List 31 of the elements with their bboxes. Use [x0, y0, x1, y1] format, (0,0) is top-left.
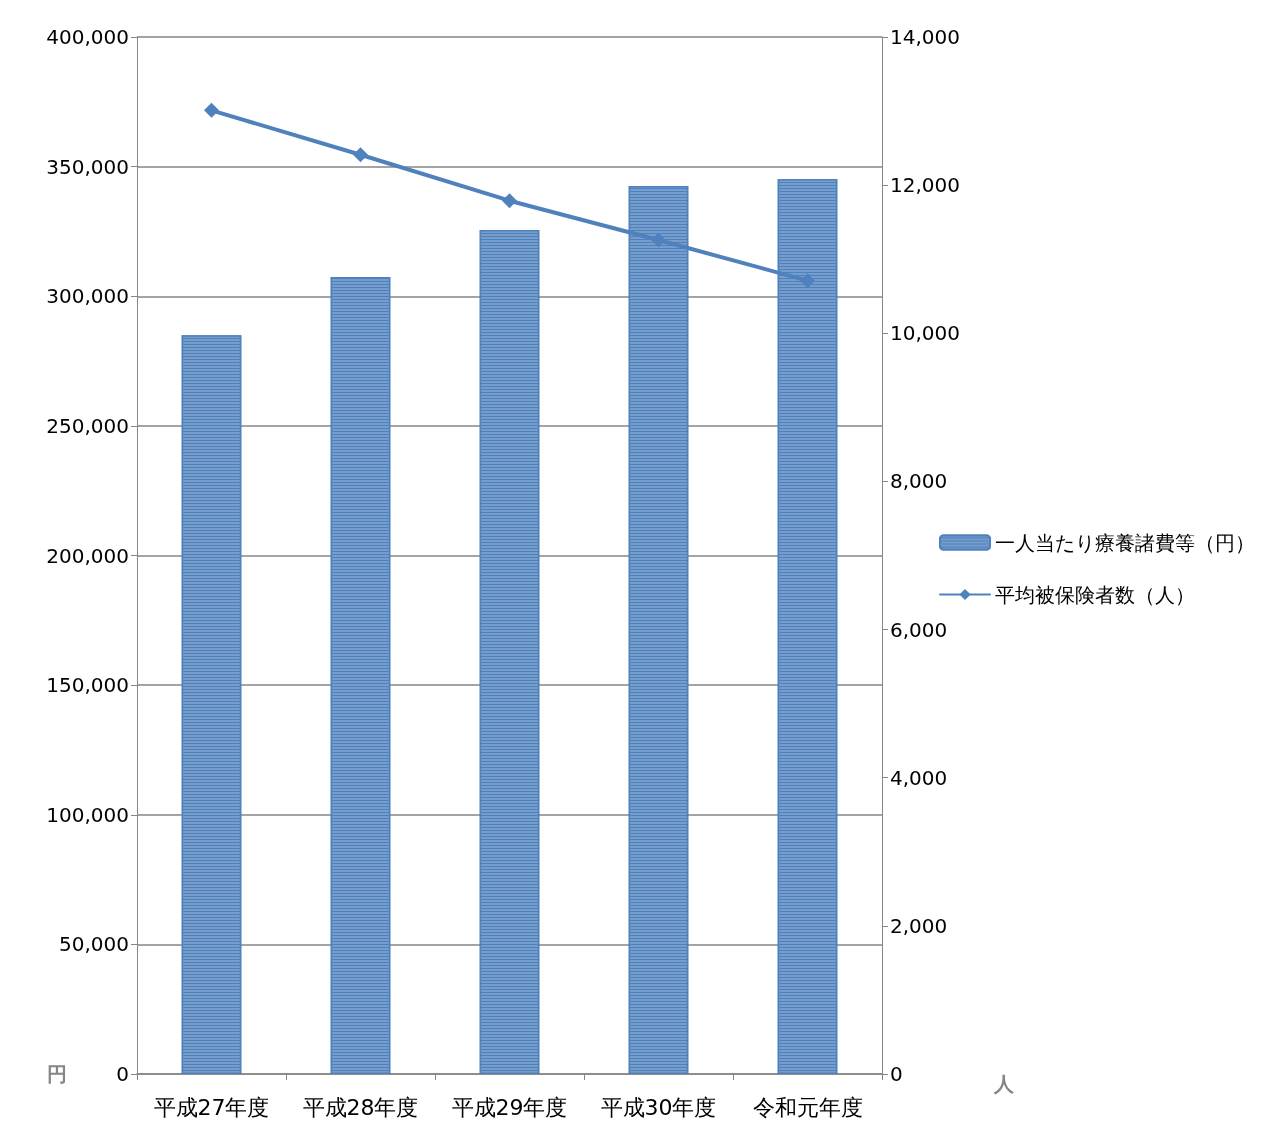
y-tick-label: 300,000 — [46, 284, 129, 309]
y2-tick-label: 0 — [890, 1062, 903, 1086]
y2-tick-label: 4,000 — [890, 765, 948, 790]
y-tick-label: 200,000 — [46, 543, 129, 568]
x-tick-label: 平成30年度 — [600, 1094, 717, 1120]
y2-tick-label: 14,000 — [890, 25, 960, 49]
point — [502, 193, 517, 209]
y-axis-title: 円 — [47, 1062, 67, 1086]
y2-tick-label: 10,000 — [890, 321, 960, 346]
y2-tick-label: 6,000 — [890, 617, 948, 642]
x-tick-label: 平成28年度 — [302, 1094, 419, 1120]
x-tick-label: 平成27年度 — [153, 1094, 270, 1120]
y-tick-label: 350,000 — [46, 154, 129, 179]
point — [800, 273, 815, 289]
point — [204, 102, 219, 118]
legend-label: 一人当たり療養諸費等（円） — [995, 530, 1255, 555]
y2-tick-label: 8,000 — [890, 469, 948, 494]
legend-label: 平均被保険者数（人） — [995, 582, 1195, 607]
y2-tick-label: 12,000 — [890, 173, 960, 198]
y-tick-label: 400,000 — [46, 25, 129, 49]
y-tick-label: 50,000 — [59, 932, 129, 957]
point — [353, 147, 368, 163]
point — [651, 232, 666, 248]
y2-tick-label: 2,000 — [890, 913, 948, 938]
y-tick-label: 100,000 — [46, 802, 129, 827]
y-tick-label: 250,000 — [46, 413, 129, 438]
y-tick-label: 150,000 — [46, 673, 129, 698]
x-tick-label: 平成29年度 — [451, 1094, 568, 1120]
y2-axis-title: 人 — [993, 1072, 1015, 1096]
y-tick-label: 0 — [116, 1062, 129, 1086]
x-tick-label: 令和元年度 — [752, 1094, 863, 1120]
